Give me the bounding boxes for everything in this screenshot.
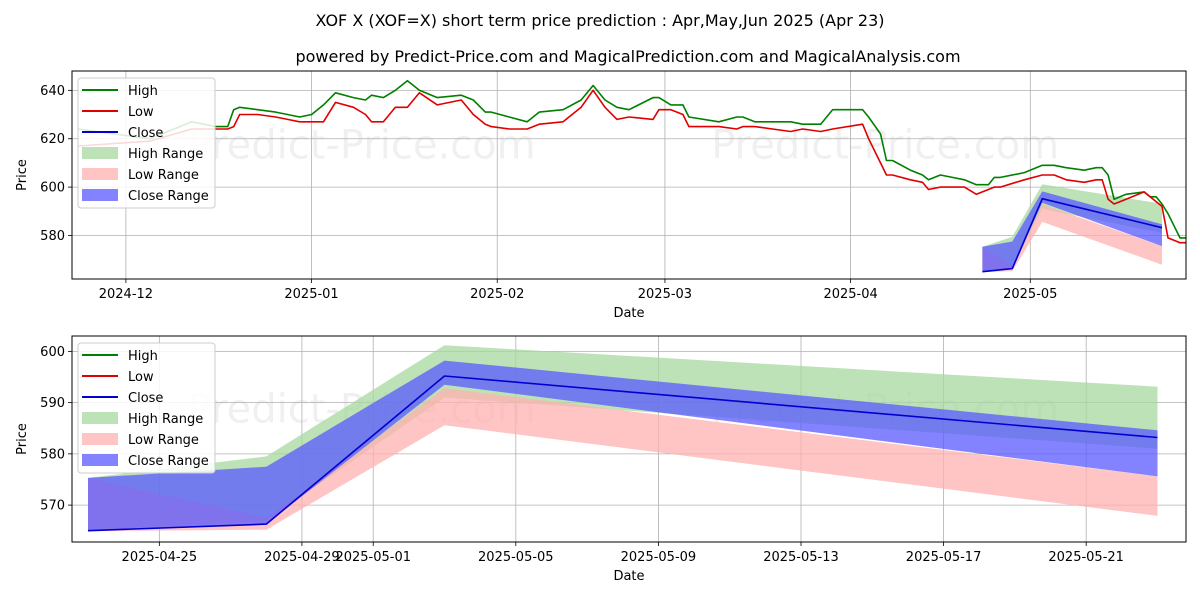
- y-tick-label: 570: [40, 499, 65, 514]
- x-tick-label: 2025-05: [1003, 287, 1057, 302]
- axes-frame: [71, 70, 1187, 280]
- legend: High Low Close High Range Low Range Close Ran…: [77, 77, 216, 209]
- legend-label-high: High: [128, 349, 158, 364]
- legend-label-high: High: [128, 84, 158, 99]
- y-tick-label: 580: [40, 447, 65, 462]
- x-tick-label: 2025-04-25: [122, 550, 198, 565]
- x-tick-label: 2025-05-01: [335, 550, 411, 565]
- legend-swatch-low-range: [82, 433, 118, 445]
- x-axis-label: Date: [613, 569, 644, 584]
- legend-swatch-low-range: [82, 168, 118, 180]
- y-tick-label: 600: [40, 181, 65, 196]
- close-range-band: [88, 360, 1158, 531]
- y-axis-label: Price: [15, 159, 30, 191]
- x-tick-label: 2025-05-21: [1048, 550, 1124, 565]
- panel-history-and-forecast: Predict-Price.com Predict-Price.com 2024-1…: [15, 70, 1187, 321]
- high-range-band: [982, 184, 1162, 272]
- x-tick-label: 2025-01: [284, 287, 338, 302]
- x-tick-label: 2025-04: [823, 287, 877, 302]
- legend-swatch-high-range: [82, 147, 118, 159]
- close-line: [982, 197, 1163, 273]
- x-tick-label: 2025-05-13: [763, 550, 839, 565]
- x-tick-label: 2025-02: [470, 287, 524, 302]
- y-tick-label: 580: [40, 229, 65, 244]
- x-tick-label: 2024-12: [99, 287, 153, 302]
- legend-label-low: Low: [128, 370, 154, 385]
- y-tick-label: 640: [40, 84, 65, 99]
- axes-frame: [71, 335, 1187, 543]
- legend-label-high-range: High Range: [128, 147, 203, 162]
- plot-area: [77, 79, 1186, 273]
- x-tick-label: 2025-03: [638, 287, 692, 302]
- legend-label-close: Close: [128, 126, 163, 141]
- low-line: [77, 89, 1186, 244]
- legend-label-close: Close: [128, 391, 163, 406]
- legend-label-high-range: High Range: [128, 412, 203, 427]
- legend-label-close-range: Close Range: [128, 454, 209, 469]
- y-tick-label: 590: [40, 396, 65, 411]
- close-line: [87, 375, 1158, 532]
- high-line: [77, 79, 1186, 239]
- x-tick-label: 2025-05-17: [906, 550, 982, 565]
- legend-label-close-range: Close Range: [128, 189, 209, 204]
- legend-swatch-close-range: [82, 189, 118, 201]
- close-range-band: [982, 191, 1162, 272]
- watermark-text: Predict-Price.com: [188, 122, 536, 168]
- y-axis-label: Price: [15, 423, 30, 455]
- legend-swatch-high-range: [82, 412, 118, 424]
- legend-label-low-range: Low Range: [128, 433, 199, 448]
- x-tick-label: 2025-05-09: [621, 550, 697, 565]
- legend-label-low: Low: [128, 105, 154, 120]
- legend-label-low-range: Low Range: [128, 168, 199, 183]
- chart-subtitle: powered by Predict-Price.com and Magical…: [295, 47, 960, 66]
- y-tick-label: 600: [40, 345, 65, 360]
- plot-area: [87, 345, 1158, 532]
- y-tick-label: 620: [40, 132, 65, 147]
- watermark-text: Predict-Price.com: [711, 122, 1059, 168]
- legend-swatch-close-range: [82, 454, 118, 466]
- chart-title: XOF X (XOF=X) short term price predictio…: [316, 11, 885, 30]
- x-tick-label: 2025-05-05: [478, 550, 554, 565]
- x-tick-label: 2025-04-29: [264, 550, 340, 565]
- x-axis-label: Date: [613, 306, 644, 321]
- high-range-band: [88, 345, 1158, 530]
- panel-forecast-zoom: Predict-Price.comPredict-Price.com2025-0…: [15, 335, 1187, 584]
- legend: High Low Close High Range Low Range Close Ran…: [77, 342, 216, 474]
